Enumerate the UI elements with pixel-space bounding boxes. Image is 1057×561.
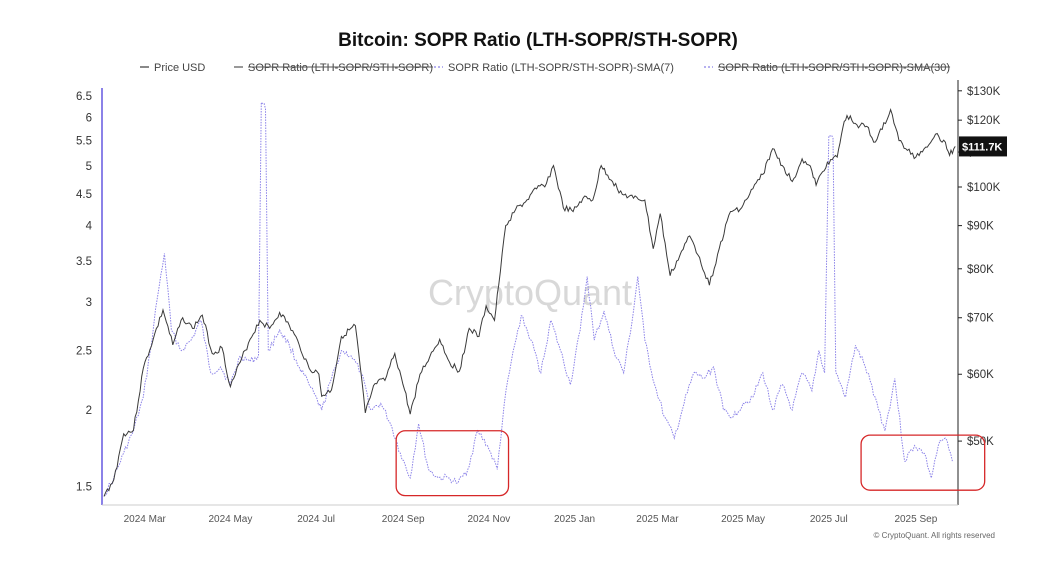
current-price-tag: $111.7K xyxy=(959,136,1007,157)
left-tick-label: 4.5 xyxy=(76,189,92,201)
legend-item[interactable]: Price USD xyxy=(140,62,205,74)
price-tag-label: $111.7K xyxy=(962,141,1002,153)
right-tick-label: $120K xyxy=(967,115,1001,127)
copyright-text: © CryptoQuant. All rights reserved xyxy=(874,531,996,540)
axes-layer: 6.565.554.543.532.521.5$130K$120K$110K$1… xyxy=(76,80,1007,525)
price-tag-bg xyxy=(959,136,1007,157)
x-tick-label: 2024 Nov xyxy=(467,514,510,525)
left-tick-label: 5.5 xyxy=(76,136,92,148)
right-tick-label: $90K xyxy=(967,221,994,233)
left-tick-label: 1.5 xyxy=(76,482,92,494)
right-tick-label: $100K xyxy=(967,182,1001,194)
legend-item[interactable]: SOPR Ratio (LTH-SOPR/STH-SOPR)-SMA(30) xyxy=(704,62,951,74)
legend-label: SOPR Ratio (LTH-SOPR/STH-SOPR) xyxy=(248,62,433,74)
left-tick-label: 2 xyxy=(86,405,92,417)
sma7-line xyxy=(103,101,953,497)
x-tick-label: 2024 Jul xyxy=(297,514,335,525)
x-tick-label: 2024 Mar xyxy=(124,514,167,525)
annotation-layer xyxy=(395,430,986,497)
chart-title: Bitcoin: SOPR Ratio (LTH-SOPR/STH-SOPR) xyxy=(338,30,738,51)
right-tick-label: $50K xyxy=(967,436,994,448)
left-tick-label: 6 xyxy=(86,112,92,124)
right-tick-label: $80K xyxy=(967,264,994,276)
x-tick-label: 2025 May xyxy=(721,514,765,525)
left-tick-label: 3 xyxy=(86,297,92,309)
legend-label: SOPR Ratio (LTH-SOPR/STH-SOPR)-SMA(30) xyxy=(718,62,950,74)
right-tick-label: $60K xyxy=(967,369,994,381)
left-tick-label: 3.5 xyxy=(76,256,92,268)
chart-legend: Price USD SOPR Ratio (LTH-SOPR/STH-SOPR) S… xyxy=(140,62,951,74)
series-layer xyxy=(103,101,956,497)
legend-item[interactable]: SOPR Ratio (LTH-SOPR/STH-SOPR) xyxy=(234,62,433,74)
x-tick-label: 2025 Mar xyxy=(636,514,679,525)
x-tick-label: 2024 Sep xyxy=(382,514,425,525)
right-tick-label: $70K xyxy=(967,313,994,325)
x-tick-label: 2025 Jan xyxy=(554,514,595,525)
right-tick-label: $130K xyxy=(967,86,1001,98)
x-tick-label: 2025 Sep xyxy=(894,514,937,525)
left-tick-label: 5 xyxy=(86,161,92,173)
watermark-text: CryptoQuant xyxy=(428,272,632,313)
legend-item[interactable]: SOPR Ratio (LTH-SOPR/STH-SOPR)-SMA(7) xyxy=(434,62,674,74)
x-tick-label: 2024 May xyxy=(208,514,252,525)
x-tick-label: 2025 Jul xyxy=(810,514,848,525)
legend-label: SOPR Ratio (LTH-SOPR/STH-SOPR)-SMA(7) xyxy=(448,62,674,74)
left-tick-label: 2.5 xyxy=(76,346,92,358)
left-tick-label: 4 xyxy=(86,220,93,232)
legend-label: Price USD xyxy=(154,62,205,74)
left-tick-label: 6.5 xyxy=(76,91,92,103)
price-line xyxy=(103,107,956,497)
highlight-box xyxy=(860,434,986,491)
highlight-box xyxy=(395,430,510,497)
